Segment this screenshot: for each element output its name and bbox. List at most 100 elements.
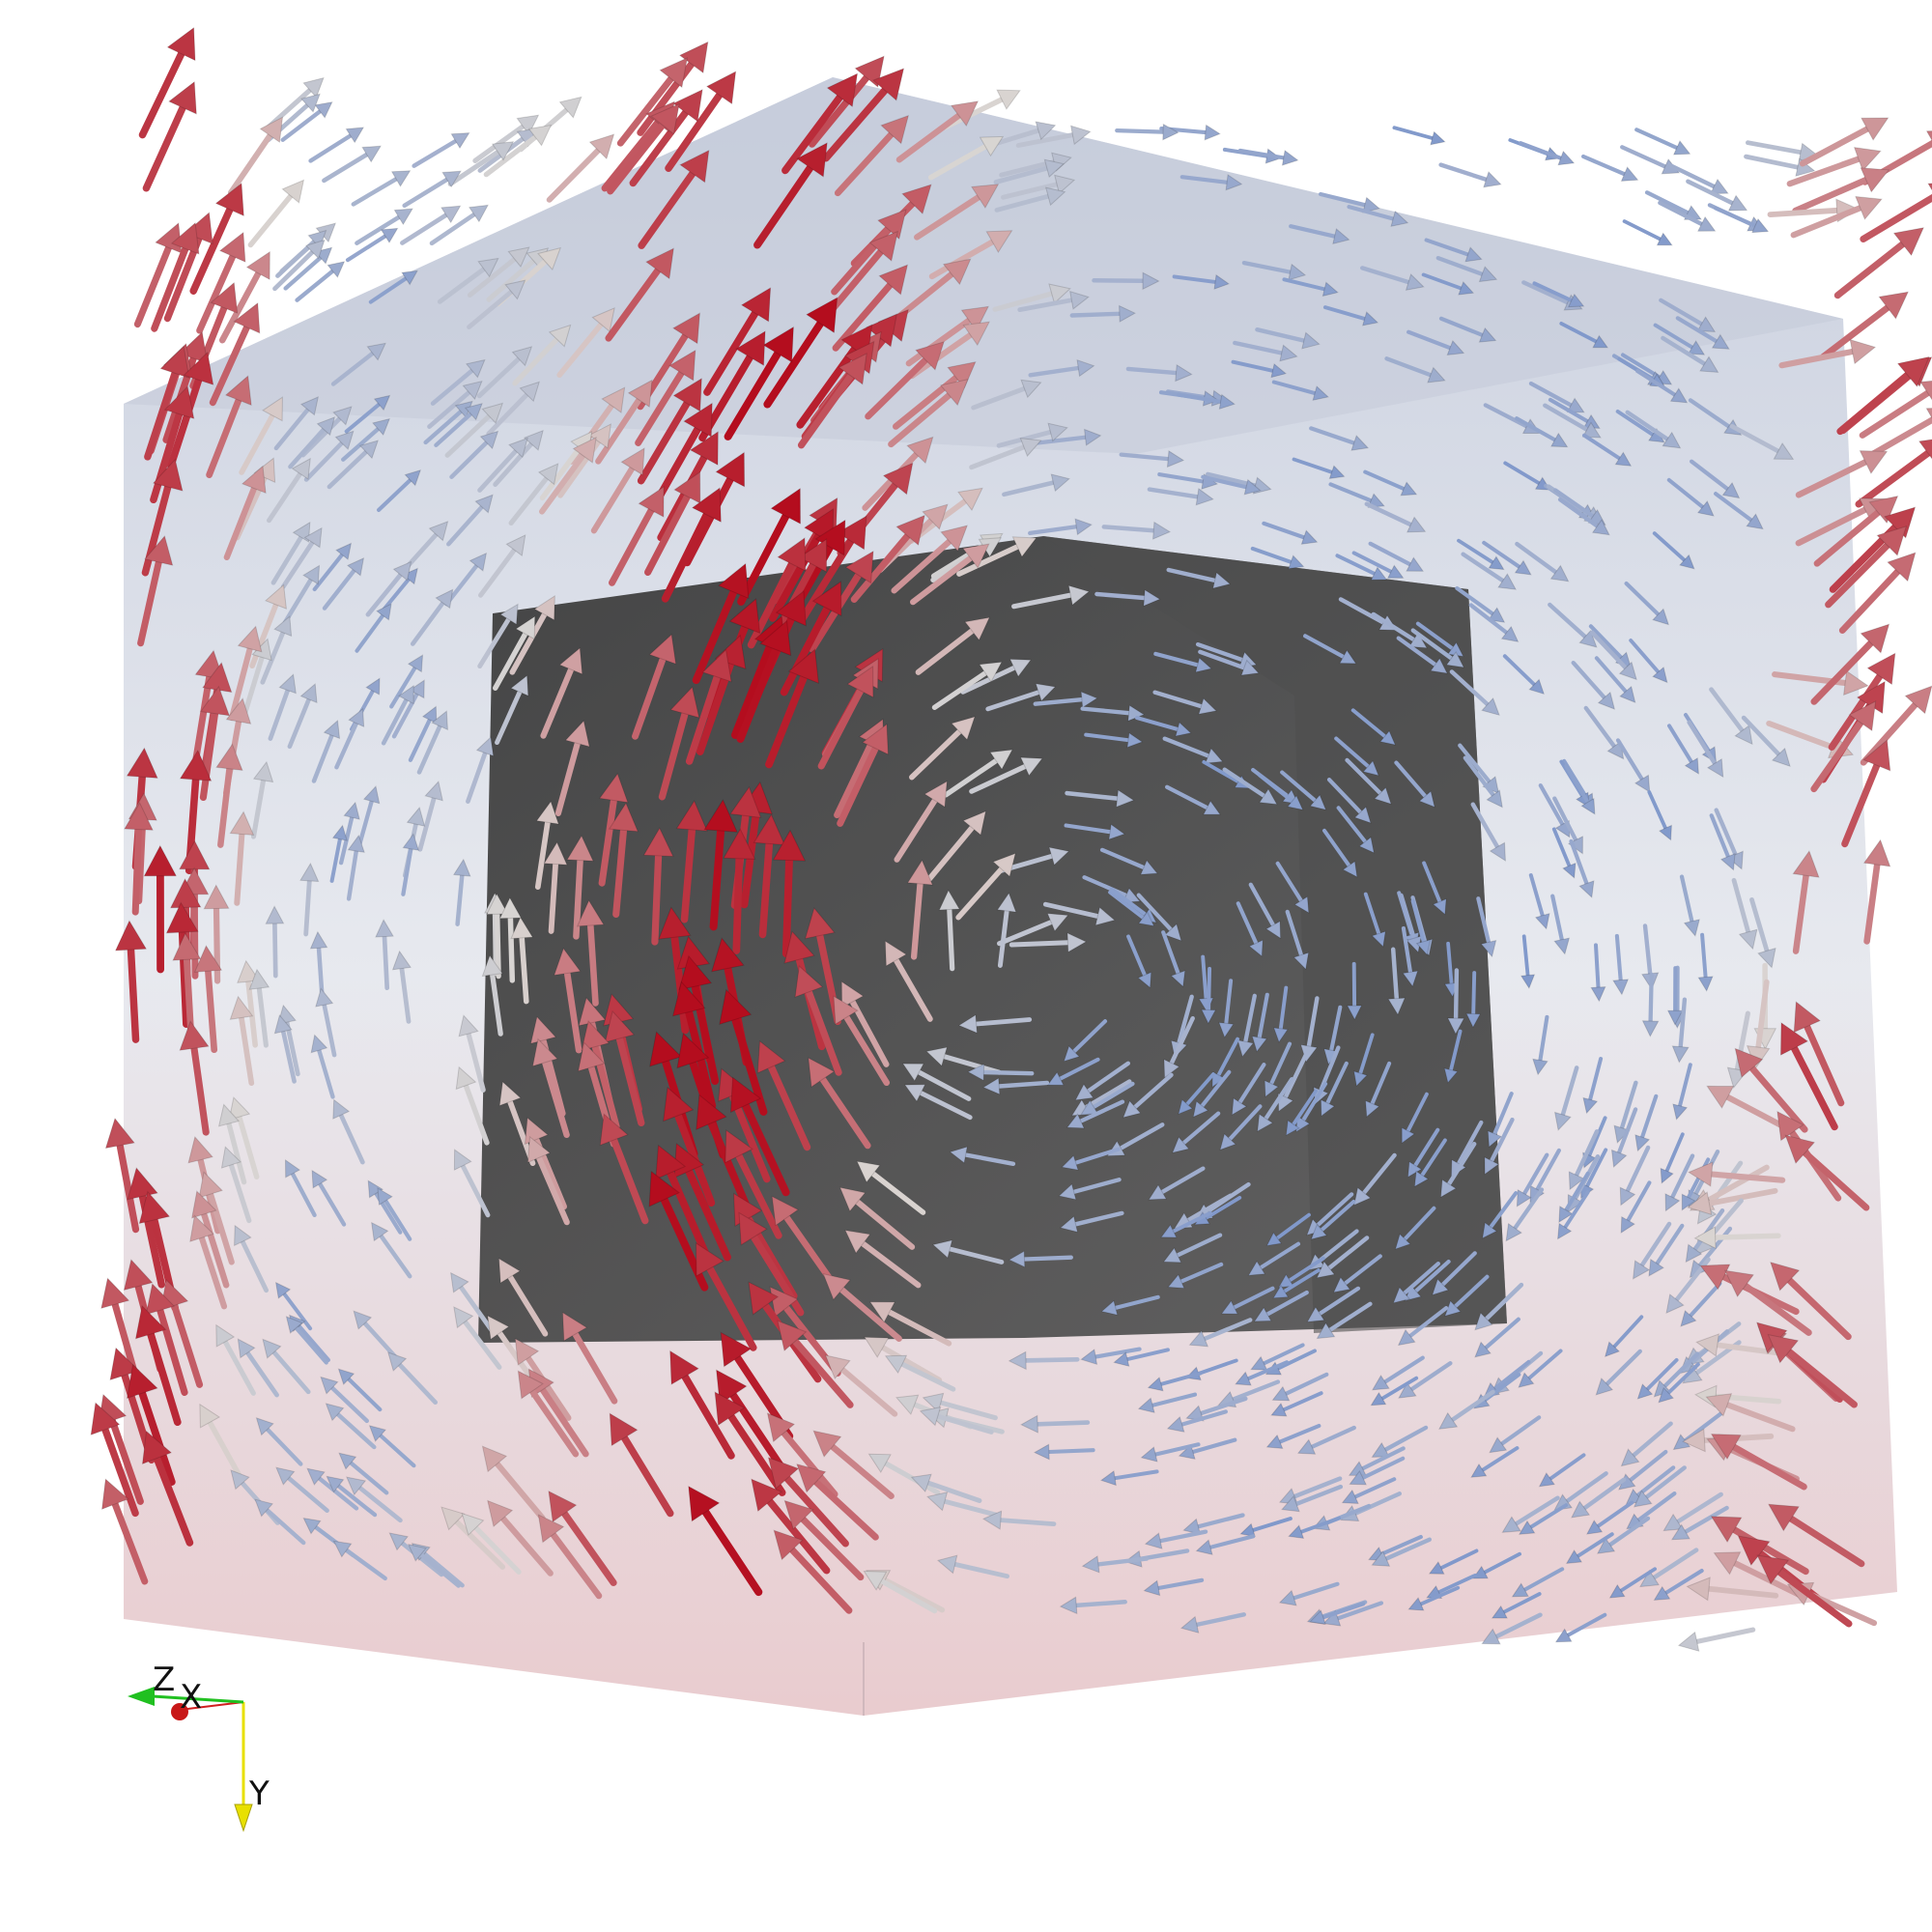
vector-arrow-head bbox=[1122, 1099, 1142, 1119]
vector-arrow-shaft bbox=[1258, 773, 1294, 804]
vector-arrow-head bbox=[487, 1499, 514, 1528]
vector-arrow-head bbox=[101, 1478, 129, 1510]
vector-arrow-shaft bbox=[1099, 847, 1147, 870]
vector-arrow-head bbox=[1489, 841, 1506, 862]
vector-arrow-head bbox=[1332, 228, 1350, 244]
vector-arrow-shaft bbox=[1132, 1072, 1174, 1110]
vector-arrow-head bbox=[421, 705, 438, 724]
vector-arrow-head bbox=[772, 829, 807, 862]
vector-arrow-head bbox=[989, 749, 1013, 771]
vector-arrow-head bbox=[1212, 571, 1232, 589]
vector-arrow-shaft bbox=[952, 1562, 1009, 1579]
vector-arrow-shaft bbox=[1692, 1208, 1725, 1252]
vector-arrow-head bbox=[729, 785, 762, 818]
vector-arrow-shaft bbox=[495, 689, 523, 746]
vector-arrow-shaft bbox=[1243, 993, 1257, 1044]
vector-arrow-head bbox=[1293, 895, 1310, 914]
vector-arrow-head bbox=[487, 1315, 510, 1341]
vector-arrow-head bbox=[648, 633, 677, 666]
vector-arrow-shaft bbox=[234, 831, 245, 906]
vector-arrow-shaft bbox=[1001, 182, 1060, 200]
vector-arrow-head bbox=[187, 1135, 213, 1164]
vector-arrow-shaft bbox=[282, 577, 314, 626]
vector-arrow-shaft bbox=[190, 891, 199, 980]
vector-arrow-head bbox=[510, 674, 529, 697]
vector-arrow-shaft bbox=[137, 558, 162, 647]
vector-arrow-head bbox=[254, 1498, 274, 1518]
vector-arrow-shaft bbox=[239, 412, 275, 475]
vector-arrow-head bbox=[1612, 979, 1630, 996]
vector-arrow-shaft bbox=[196, 252, 237, 334]
vector-arrow-head bbox=[1660, 1167, 1674, 1184]
vector-arrow-head bbox=[529, 1015, 557, 1044]
vector-arrow-head bbox=[1710, 1516, 1743, 1544]
vector-arrow-shaft bbox=[273, 407, 310, 451]
vector-arrow-shaft bbox=[1301, 1082, 1328, 1122]
vector-arrow-shaft bbox=[1746, 140, 1804, 156]
vector-arrow-shaft bbox=[709, 826, 725, 931]
vector-arrow-shaft bbox=[1248, 882, 1276, 927]
vector-arrow-shaft bbox=[1415, 621, 1455, 651]
vector-arrow-head bbox=[1321, 281, 1339, 298]
vector-arrow-shaft bbox=[206, 396, 242, 479]
vector-arrow-head bbox=[794, 965, 824, 998]
vector-arrow-shaft bbox=[1683, 1505, 1729, 1534]
vector-arrow-head bbox=[1696, 500, 1715, 517]
vector-arrow-shaft bbox=[550, 1531, 603, 1600]
vector-arrow-head bbox=[1247, 1260, 1266, 1276]
vector-arrow-shaft bbox=[1714, 808, 1738, 857]
vector-arrow-head bbox=[862, 723, 889, 755]
vector-arrow-head bbox=[1265, 1434, 1284, 1449]
vector-arrow-shaft bbox=[1309, 1425, 1356, 1449]
vector-arrow-shaft bbox=[222, 1339, 256, 1396]
vector-arrow-shaft bbox=[1368, 541, 1412, 567]
orientation-axes[interactable]: Z X Y bbox=[128, 1661, 270, 1833]
vector-arrow-head bbox=[1339, 649, 1357, 665]
vector-arrow-shaft bbox=[1196, 1513, 1245, 1529]
vector-arrow-head bbox=[1143, 588, 1161, 608]
vector-arrow-shaft bbox=[1289, 224, 1337, 239]
vector-arrow-shaft bbox=[1370, 1061, 1392, 1106]
vector-arrow-head bbox=[401, 270, 418, 286]
vector-arrow-shaft bbox=[1471, 971, 1477, 1016]
vector-arrow-shaft bbox=[1521, 280, 1571, 305]
vector-arrow-head bbox=[1265, 1232, 1283, 1247]
vector-arrow-shaft bbox=[1651, 1548, 1699, 1580]
vector-arrow-head bbox=[253, 457, 276, 483]
vector-arrow-shaft bbox=[519, 934, 529, 1005]
vector-arrow-shaft bbox=[1306, 996, 1320, 1049]
vector-arrow-shaft bbox=[781, 1430, 838, 1498]
vector-arrow-shaft bbox=[1364, 501, 1413, 527]
vector-arrow-head bbox=[1113, 1351, 1130, 1367]
vector-arrow-shaft bbox=[1642, 923, 1653, 977]
vector-arrow-head bbox=[878, 264, 909, 296]
vector-arrow-shaft bbox=[1712, 1233, 1781, 1240]
vector-arrow-head bbox=[498, 1080, 522, 1107]
vector-arrow-shaft bbox=[377, 477, 412, 512]
vector-arrow-head bbox=[237, 625, 263, 653]
vector-arrow-head bbox=[1481, 696, 1500, 716]
vector-arrow-head bbox=[1648, 1258, 1664, 1277]
vector-arrow-shaft bbox=[499, 1515, 554, 1577]
vector-arrow-head bbox=[833, 995, 859, 1025]
vector-arrow-head bbox=[144, 534, 174, 566]
vector-arrow-head bbox=[1288, 263, 1307, 281]
vector-arrow-shaft bbox=[947, 1246, 1005, 1264]
obstacle-block bbox=[478, 536, 1507, 1343]
vector-arrow-shaft bbox=[1519, 141, 1563, 160]
vector-arrow-shaft bbox=[1371, 611, 1416, 642]
vector-arrow-head bbox=[553, 947, 582, 977]
vector-arrow-shaft bbox=[1303, 634, 1346, 659]
vector-arrow-head bbox=[1664, 1193, 1681, 1212]
vector-arrow-head bbox=[701, 648, 732, 683]
vector-arrow-shaft bbox=[1836, 371, 1912, 436]
vector-arrow-shaft bbox=[228, 132, 273, 196]
vector-arrow-head bbox=[1138, 911, 1155, 927]
vector-arrow-shaft bbox=[1588, 624, 1624, 660]
vector-arrow-shaft bbox=[620, 1434, 674, 1518]
vector-arrow-head bbox=[691, 487, 722, 524]
vector-arrow-shaft bbox=[1435, 255, 1485, 277]
vector-arrow-shaft bbox=[402, 177, 449, 209]
vector-arrow-shaft bbox=[1113, 1469, 1159, 1481]
